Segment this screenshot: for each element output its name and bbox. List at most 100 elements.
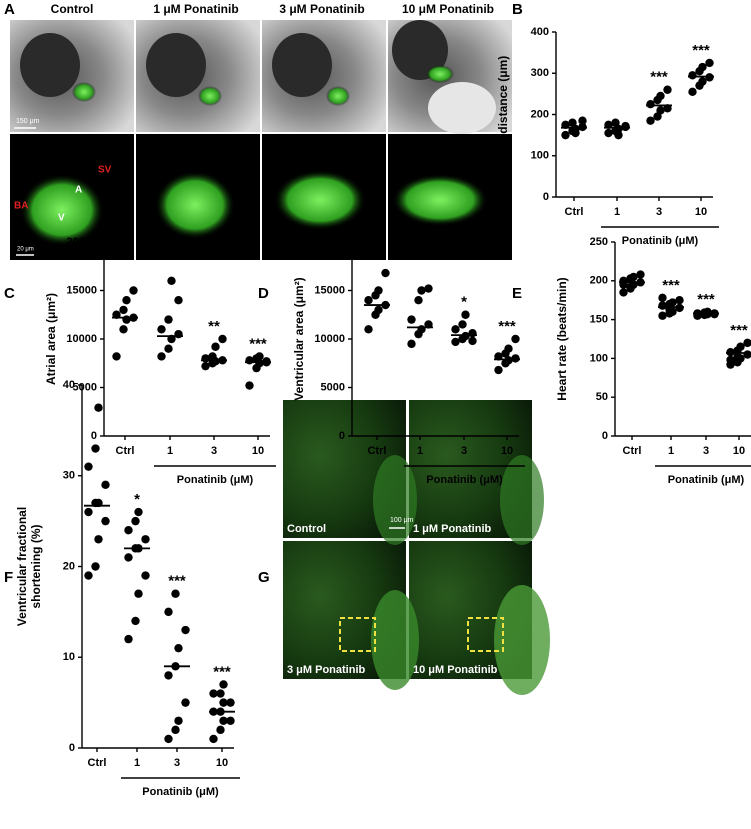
data-point (571, 128, 580, 138)
x-tick-label: Ctrl (116, 445, 135, 457)
x-tick-label: 10 (695, 206, 707, 218)
data-point (216, 725, 225, 735)
data-point (675, 296, 684, 305)
data-point (561, 130, 570, 140)
data-point (658, 311, 667, 320)
x-tick-label: 10 (216, 757, 228, 769)
significance: *** (650, 69, 668, 86)
y-tick-label: 50 (596, 391, 608, 403)
y-tick-label: 20000 (314, 236, 345, 248)
x-tick-label: Ctrl (88, 757, 107, 769)
data-point (124, 553, 133, 562)
panel-label: B (512, 1, 523, 18)
scale-bar-label: 150 μm (16, 118, 40, 125)
data-point (451, 337, 460, 347)
data-point (705, 58, 714, 68)
data-point (171, 589, 180, 598)
significance: * (134, 491, 140, 508)
data-point (504, 356, 513, 365)
y-tick-label: 150 (590, 314, 608, 326)
y-tick-label: 15000 (66, 284, 97, 296)
data-point (629, 272, 638, 282)
significance: *** (662, 277, 680, 294)
data-point (131, 616, 140, 626)
data-point (122, 296, 131, 305)
y-tick-label: 0 (602, 430, 608, 442)
image-label: 1 μM Ponatinib (413, 523, 492, 535)
annotation: A (75, 185, 82, 196)
data-point (511, 354, 520, 363)
significance: * (461, 294, 467, 311)
data-point (164, 607, 173, 617)
data-point (157, 325, 166, 334)
data-point (364, 325, 373, 334)
data-point (621, 121, 630, 131)
group-label: Ponatinib (μM) (622, 235, 699, 247)
data-point (743, 338, 751, 348)
y-tick-label: 200 (531, 108, 549, 120)
data-point (656, 91, 665, 101)
y-axis-label: Heart rate (beats/min) (555, 277, 569, 400)
data-point (208, 352, 217, 361)
data-point (468, 328, 477, 338)
data-point (174, 296, 183, 305)
data-point (424, 284, 433, 293)
y-tick-label: 20000 (66, 236, 97, 248)
data-point (94, 535, 103, 544)
data-point (134, 589, 143, 598)
data-point (726, 355, 735, 365)
data-point (619, 288, 628, 297)
panel-label: D (258, 285, 269, 302)
x-tick-label: Ctrl (565, 206, 584, 218)
data-point (245, 381, 254, 390)
annotation: SV (98, 165, 112, 176)
data-point (511, 334, 520, 344)
data-point (698, 62, 707, 72)
panel-label: F (4, 569, 13, 586)
x-tick-label: 1 (134, 757, 140, 769)
data-point (461, 310, 470, 319)
data-point (468, 336, 477, 346)
data-point (174, 716, 183, 725)
data-point (407, 315, 416, 324)
x-tick-label: 1 (417, 445, 423, 457)
data-point (374, 286, 383, 295)
x-tick-label: 10 (501, 445, 513, 457)
data-point (578, 116, 587, 125)
group-label: Ponatinib (μM) (142, 786, 219, 798)
data-point (101, 516, 110, 526)
data-point (174, 329, 183, 339)
significance: *** (249, 335, 267, 352)
data-point (141, 535, 150, 544)
y-tick-label: 10000 (66, 333, 97, 345)
brightfield-row: 150 μm (10, 20, 512, 134)
data-point (112, 352, 121, 361)
data-point (611, 118, 620, 127)
data-point (604, 128, 613, 138)
data-point (451, 325, 460, 334)
data-point (94, 403, 103, 412)
y-tick-label: 0 (91, 430, 97, 442)
data-point (157, 352, 166, 361)
x-tick-label: Ctrl (368, 445, 387, 457)
data-point (134, 507, 143, 517)
data-point (164, 315, 173, 324)
y-tick-label: 200 (590, 275, 608, 287)
significance: *** (692, 42, 710, 59)
y-axis-label: Atrial area (μm²) (44, 293, 58, 385)
data-point (219, 716, 228, 725)
scale-bar-label: 100 μm (390, 517, 414, 524)
y-axis-label: shortening (%) (29, 525, 43, 609)
data-point (688, 87, 697, 97)
y-tick-label: 5000 (73, 381, 97, 393)
panel-label: A (4, 1, 15, 18)
data-point (646, 99, 655, 109)
panel-label: E (512, 285, 522, 302)
data-point (124, 634, 133, 644)
y-axis-label: Ventricular fractional (15, 507, 29, 626)
data-point (733, 352, 742, 362)
data-point (417, 325, 426, 334)
data-point (736, 342, 745, 351)
data-point (141, 571, 150, 580)
